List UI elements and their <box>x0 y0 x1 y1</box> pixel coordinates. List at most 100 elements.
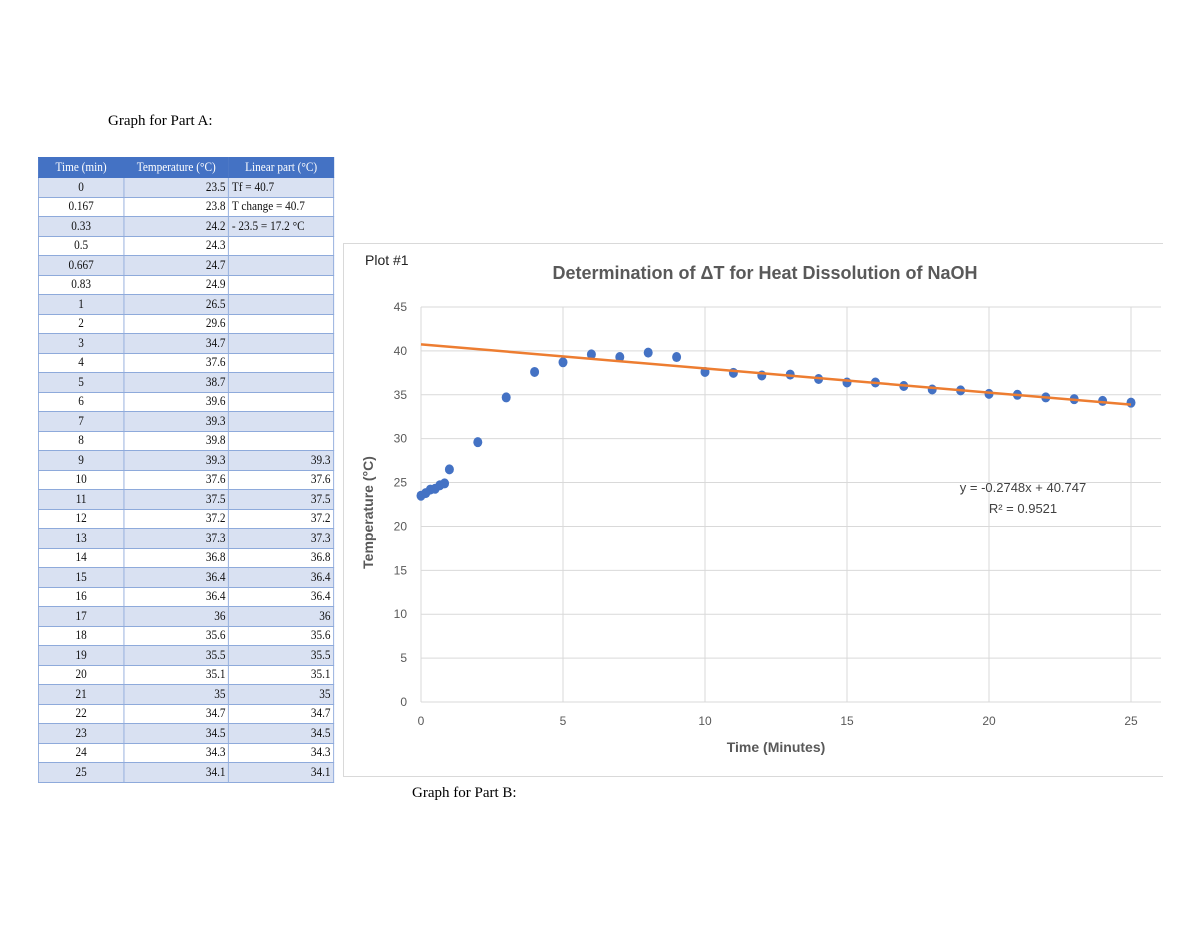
cell-temperature: 39.3 <box>123 450 230 471</box>
table-header-row: Time (min) Temperature (°C) Linear part … <box>38 157 335 178</box>
table-row: 5 38.7 <box>38 372 335 393</box>
data-point <box>842 377 852 388</box>
cell-temperature: 37.3 <box>123 528 230 549</box>
table-row: 6 39.6 <box>38 391 335 412</box>
part-b-heading: Graph for Part B: <box>412 785 517 801</box>
trendline-equation: y = -0.2748x + 40.747 <box>960 480 1086 495</box>
y-tick-label: 35 <box>394 388 408 402</box>
cell-time: 14 <box>38 547 125 568</box>
y-tick-label: 20 <box>394 519 408 533</box>
cell-temperature: 26.5 <box>123 294 230 315</box>
chart-border <box>343 243 1163 777</box>
y-tick-label: 10 <box>394 607 408 621</box>
cell-time: 13 <box>38 528 125 549</box>
cell-time: 4 <box>38 352 125 373</box>
cell-time: 0.83 <box>38 274 125 295</box>
cell-linear: 34.3 <box>228 742 335 763</box>
data-table: Time (min) Temperature (°C) Linear part … <box>38 157 335 783</box>
cell-temperature: 24.7 <box>123 255 230 276</box>
table-row: 16 36.4 36.4 <box>38 586 335 607</box>
cell-temperature: 37.6 <box>123 469 230 490</box>
table-row: 0.33 24.2- 23.5 = 17.2 °C <box>38 216 335 237</box>
part-a-heading: Graph for Part A: <box>108 113 213 129</box>
cell-time: 0.5 <box>38 235 125 256</box>
cell-temperature: 24.9 <box>123 274 230 295</box>
cell-temperature: 29.6 <box>123 313 230 334</box>
cell-time: 3 <box>38 333 125 354</box>
cell-linear: - 23.5 = 17.2 °C <box>228 216 335 237</box>
y-tick-label: 5 <box>400 651 407 665</box>
cell-time: 16 <box>38 586 125 607</box>
cell-temperature: 34.7 <box>123 333 230 354</box>
y-tick-label: 25 <box>394 476 408 490</box>
cell-temperature: 34.1 <box>123 762 230 783</box>
x-tick-label: 5 <box>560 714 567 728</box>
y-axis-label: Temperature (°C) <box>360 456 376 569</box>
cell-temperature: 39.6 <box>123 391 230 412</box>
table-row: 11 37.5 37.5 <box>38 489 335 510</box>
chart-title: Determination of ΔT for Heat Dissolution… <box>553 263 978 283</box>
trendline <box>420 343 1132 406</box>
table-row: 20 35.1 35.1 <box>38 664 335 685</box>
cell-linear: 36.4 <box>228 567 335 588</box>
cell-temperature: 35.1 <box>123 664 230 685</box>
cell-temperature: 35.5 <box>123 645 230 666</box>
data-point <box>530 366 540 377</box>
y-tick-label: 45 <box>394 300 408 314</box>
cell-linear <box>228 391 335 412</box>
cell-time: 20 <box>38 664 125 685</box>
cell-temperature: 23.5 <box>123 177 230 198</box>
cell-time: 0.33 <box>38 216 125 237</box>
table-row: 8 39.8 <box>38 430 335 451</box>
cell-time: 1 <box>38 294 125 315</box>
cell-linear: 36.4 <box>228 586 335 607</box>
table-row: 23 34.5 34.5 <box>38 723 335 744</box>
cell-time: 9 <box>38 450 125 471</box>
table-row: 9 39.3 39.3 <box>38 450 335 471</box>
cell-time: 7 <box>38 411 125 432</box>
cell-temperature: 39.8 <box>123 430 230 451</box>
cell-temperature: 39.3 <box>123 411 230 432</box>
table-row: 0.167 23.8 T change = 40.7 <box>38 196 335 217</box>
cell-temperature: 24.2 <box>123 216 230 237</box>
table-row: 17 36 36 <box>38 606 335 627</box>
cell-linear: 37.2 <box>228 508 335 529</box>
trendline-r2: R² = 0.9521 <box>989 501 1057 516</box>
data-point <box>927 384 937 395</box>
plot-label: Plot #1 <box>365 252 409 268</box>
cell-temperature: 36.8 <box>123 547 230 568</box>
cell-time: 18 <box>38 625 125 646</box>
cell-linear <box>228 313 335 334</box>
cell-temperature: 36.4 <box>123 586 230 607</box>
cell-temperature: 23.8 <box>123 196 230 217</box>
cell-temperature: 36 <box>123 606 230 627</box>
data-point <box>586 349 596 360</box>
cell-time: 22 <box>38 703 125 724</box>
cell-linear: 35.6 <box>228 625 335 646</box>
cell-time: 8 <box>38 430 125 451</box>
cell-time: 0 <box>38 177 125 198</box>
cell-linear: 34.1 <box>228 762 335 783</box>
data-point <box>501 392 511 403</box>
table-row: 22 34.7 34.7 <box>38 703 335 724</box>
cell-linear: 36.8 <box>228 547 335 568</box>
table-row: 14 36.8 36.8 <box>38 547 335 568</box>
table-row: 24 34.3 34.3 <box>38 742 335 763</box>
y-tick-label: 0 <box>400 695 407 709</box>
table-row: 0.5 24.3 <box>38 235 335 256</box>
cell-linear <box>228 372 335 393</box>
table-row: 0.667 24.7 <box>38 255 335 276</box>
table-row: 19 35.5 35.5 <box>38 645 335 666</box>
cell-temperature: 36.4 <box>123 567 230 588</box>
cell-time: 24 <box>38 742 125 763</box>
cell-time: 0.167 <box>38 196 125 217</box>
cell-time: 12 <box>38 508 125 529</box>
cell-linear: 34.7 <box>228 703 335 724</box>
data-point <box>440 478 450 489</box>
cell-time: 19 <box>38 645 125 666</box>
data-point <box>728 367 738 378</box>
x-tick-label: 15 <box>840 714 854 728</box>
data-point <box>615 352 625 363</box>
cell-linear <box>228 274 335 295</box>
table-row: 4 37.6 <box>38 352 335 373</box>
